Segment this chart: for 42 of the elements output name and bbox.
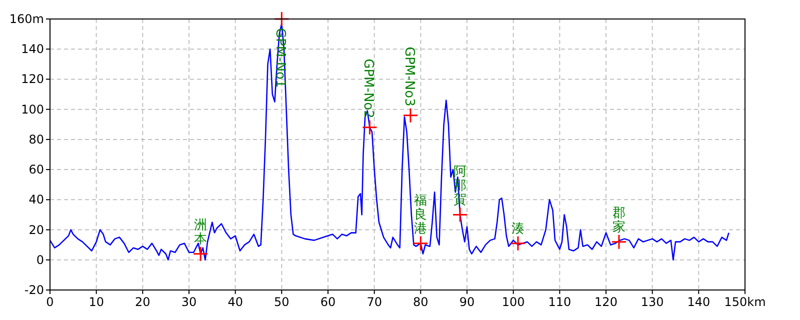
point <box>452 206 468 222</box>
y-tick-label: 0 <box>36 252 44 267</box>
point <box>510 236 526 252</box>
y-tick-label: 40 <box>28 192 44 207</box>
x-tick-label: 30 <box>181 295 197 309</box>
x-tick-label: 120 <box>594 295 618 309</box>
x-tick-label: 140 <box>687 295 710 309</box>
x-tick-label: 80 <box>413 295 428 309</box>
x-tick-label: 90 <box>459 295 475 309</box>
x-tick-label: 60 <box>320 295 336 309</box>
point <box>192 246 208 262</box>
x-tick-label: 110 <box>548 295 572 309</box>
annotation: GPM-No3 <box>401 46 416 106</box>
annotation: 洲本 <box>194 218 208 247</box>
x-tick-label: 40 <box>228 295 243 309</box>
line-series <box>49 22 730 261</box>
point <box>412 236 428 252</box>
x-tick-label: 130 <box>640 295 664 309</box>
y-tick-label: 120 <box>21 72 44 86</box>
x-tick-label: 0 <box>46 295 54 309</box>
x-tick-label: 50 <box>274 295 290 309</box>
point <box>611 234 627 250</box>
x-tick-label: 10 <box>88 295 104 309</box>
point <box>362 120 378 136</box>
y-tick-label: 60 <box>28 162 44 177</box>
annotation: 湊 <box>511 221 524 236</box>
x-tick-label: 70 <box>366 295 382 309</box>
x-tick-label: 150km <box>724 295 766 309</box>
point <box>402 108 418 124</box>
y-tick-label: 100 <box>21 102 44 116</box>
y-tick-label: -20 <box>24 283 44 297</box>
point <box>274 11 290 27</box>
x-tick-label: 20 <box>135 295 150 309</box>
y-tick-label: 160m <box>9 12 44 26</box>
annotation: GPM-No2 <box>360 58 376 118</box>
y-tick-label: 20 <box>28 222 44 237</box>
y-tick-label: 140 <box>21 42 44 56</box>
y-tick-label: 80 <box>28 132 44 146</box>
annotation: 福良港 <box>414 193 428 236</box>
x-tick-label: 100 <box>502 295 525 309</box>
annotation: 郡家 <box>612 206 626 235</box>
annotation: GPM-No1 <box>272 28 288 88</box>
